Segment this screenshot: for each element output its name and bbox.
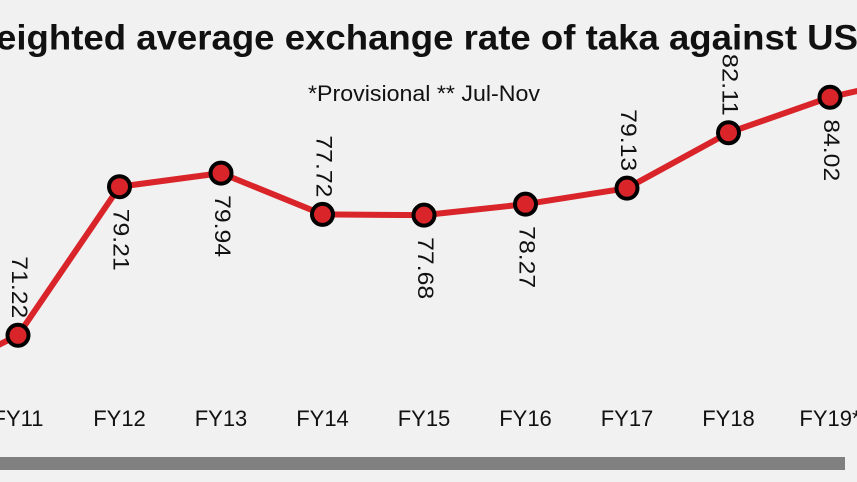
data-point (310, 201, 335, 227)
data-label: 78.27 (515, 226, 540, 288)
data-point (716, 120, 741, 146)
x-tick-label: FY11 (0, 406, 43, 431)
x-tick-label: FY18 (702, 406, 755, 431)
data-point (5, 322, 31, 348)
x-tick-label: FY12 (93, 406, 146, 431)
chart-title: eighted average exchange rate of taka ag… (0, 18, 857, 57)
data-label: 71.22 (7, 256, 32, 318)
data-point (107, 174, 132, 200)
x-tick-label: FY16 (499, 406, 552, 431)
x-tick-label: FY19* (799, 406, 857, 431)
data-point (817, 84, 843, 110)
data-label: 79.94 (210, 195, 235, 257)
data-label: 79.21 (109, 209, 134, 271)
x-tick-label: FY15 (398, 406, 451, 431)
data-label: 77.72 (312, 135, 337, 197)
x-tick-label: FY13 (195, 406, 248, 431)
x-tick-label: FY14 (296, 406, 349, 431)
x-tick-label: FY17 (601, 406, 654, 431)
data-point (614, 175, 640, 201)
data-label: 79.13 (616, 109, 641, 171)
chart-subtitle: *Provisional ** Jul-Nov (308, 81, 540, 106)
data-label: 82.11 (718, 54, 743, 116)
plot-area: FY11 FY12 FY13 FY14 FY15 FY16 FY17 FY18 FY19* 71.… (0, 54, 857, 431)
data-label: 84.02 (819, 119, 844, 181)
data-point (411, 202, 437, 228)
data-point (513, 191, 538, 217)
data-label: 77.68 (413, 237, 438, 299)
footer-bar (0, 457, 845, 470)
data-point (208, 160, 234, 186)
